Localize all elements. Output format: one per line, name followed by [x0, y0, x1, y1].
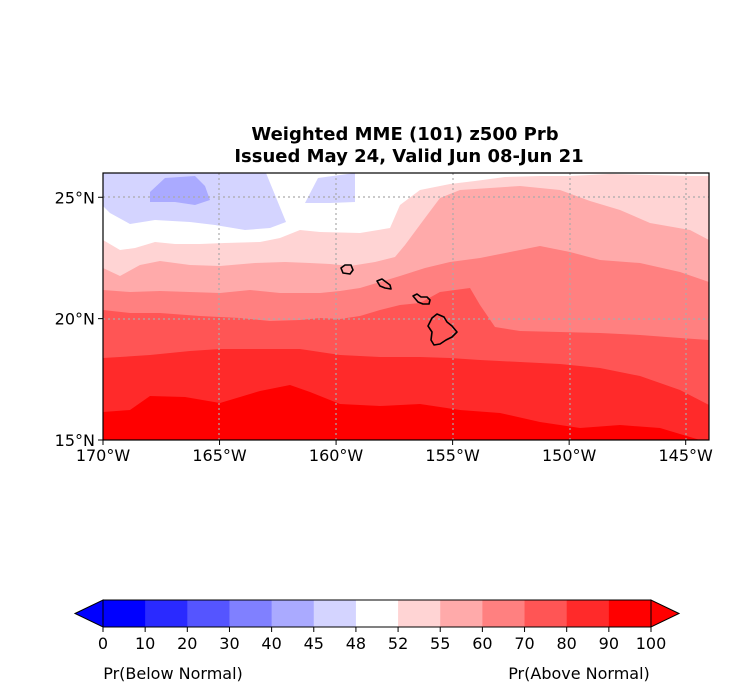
island-big-island [427, 313, 458, 346]
lon-tick-label: 165°W [192, 446, 247, 465]
lat-tick-label: 15°N [55, 431, 95, 450]
colorbar-swatch [271, 600, 315, 627]
colorbar-swatch [524, 600, 568, 627]
probability-contours [103, 173, 709, 440]
lon-tick-label: 160°W [309, 446, 364, 465]
colorbar-swatch [566, 600, 610, 627]
colorbar-swatch [608, 600, 652, 627]
colorbar-tick-label: 45 [304, 634, 324, 653]
island-maui [412, 293, 431, 305]
graticule [103, 173, 709, 440]
colorbar-swatch [103, 600, 146, 627]
colorbar-swatch [398, 600, 441, 627]
colorbar-swatch [187, 600, 230, 627]
colorbar-swatch [229, 600, 273, 627]
colorbar-frame [102, 599, 652, 628]
colorbar-left-label: Pr(Below Normal) [103, 664, 243, 683]
lon-tick-label: 170°W [76, 446, 131, 465]
colorbar-tick-label: 20 [177, 634, 197, 653]
colorbar-extend-low [73, 599, 104, 628]
colorbar-tick-label: 70 [514, 634, 534, 653]
colorbar-tick-label: 80 [557, 634, 577, 653]
colorbar-tick-label: 40 [261, 634, 281, 653]
colorbar-tick-label: 55 [430, 634, 450, 653]
hawaii-islands [340, 264, 458, 346]
colorbar: 0 10 20 30 40 45 48 52 55 60 70 80 90 100 [73, 599, 681, 653]
island-oahu [376, 278, 392, 290]
colorbar-tick-label: 90 [599, 634, 619, 653]
colorbar-swatch [482, 600, 526, 627]
colorbar-tick-label: 100 [636, 634, 667, 653]
map-panel: 25°N 20°N 15°N 170°W 165°W 160°W 155°W 150°W 14… [55, 172, 713, 465]
island-kauai [340, 264, 354, 275]
lat-tick-label: 20°N [55, 310, 95, 329]
lon-axis: 170°W 165°W 160°W 155°W 150°W 145°W [76, 440, 713, 465]
colorbar-tick-label: 48 [346, 634, 366, 653]
colorbar-swatch [440, 600, 483, 627]
lat-axis: 25°N 20°N 15°N [55, 188, 103, 450]
map-frame [102, 172, 710, 441]
colorbar-tick-label: 10 [135, 634, 155, 653]
colorbar-swatch [145, 600, 188, 627]
colorbar-tick-label: 0 [98, 634, 108, 653]
colorbar-right-label: Pr(Above Normal) [508, 664, 650, 683]
colorbar-extend-high [650, 599, 681, 628]
colorbar-swatch [355, 600, 399, 627]
lon-tick-label: 145°W [659, 446, 714, 465]
lat-tick-label: 25°N [55, 188, 95, 207]
title-line-2: Issued May 24, Valid Jun 08-Jun 21 [234, 146, 583, 167]
colorbar-tick-label: 60 [472, 634, 492, 653]
contour-45-48-east [305, 173, 355, 203]
lon-tick-label: 150°W [542, 446, 597, 465]
title-line-1: Weighted MME (101) z500 Prb [251, 124, 558, 145]
colorbar-tick-label: 52 [388, 634, 408, 653]
colorbar-tick-label: 30 [219, 634, 239, 653]
contour-40-45 [150, 176, 210, 205]
colorbar-swatch [313, 600, 357, 627]
lon-tick-label: 155°W [425, 446, 480, 465]
